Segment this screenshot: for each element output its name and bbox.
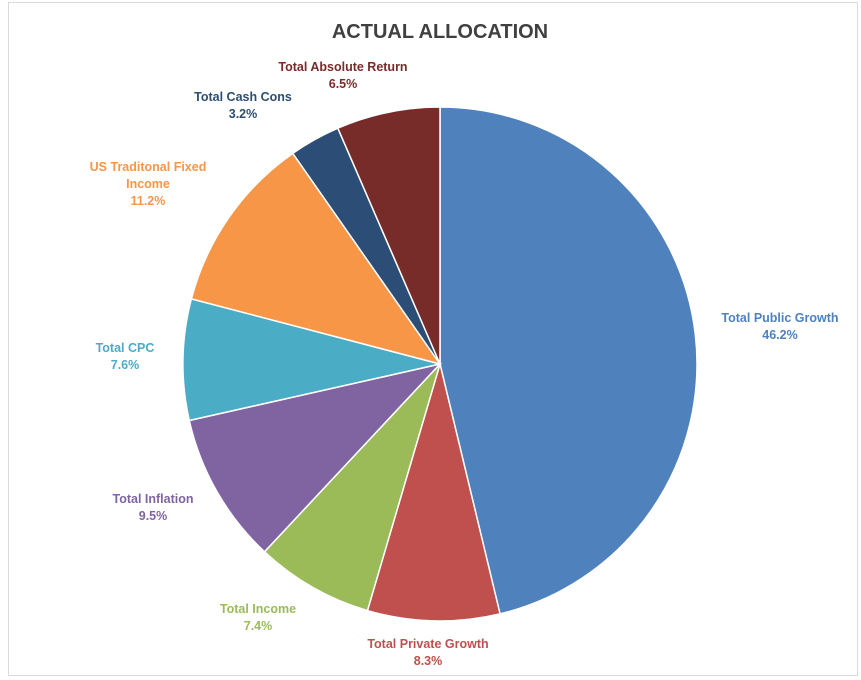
data-label-total-private-growth: Total Private Growth 8.3% xyxy=(367,637,488,668)
slice-name: Total Absolute Return xyxy=(278,60,407,74)
slice-name: Income xyxy=(126,177,170,191)
data-label-total-cpc: Total CPC 7.6% xyxy=(96,341,155,372)
slice-total-inflation xyxy=(188,362,443,553)
data-label-total-income: Total Income 7.4% xyxy=(220,602,296,633)
slice-percent: 8.3% xyxy=(414,654,443,668)
data-label-total-public-growth: Total Public Growth 46.2% xyxy=(721,311,838,342)
slice-name: Total Public Growth xyxy=(721,311,838,325)
slice-name: Total Cash Cons xyxy=(194,90,292,104)
data-labels: Total Public Growth 46.2% Total Private Gr… xyxy=(90,60,839,668)
pie-slices xyxy=(182,106,698,622)
data-label-total-cash-cons: Total Cash Cons 3.2% xyxy=(194,90,292,121)
slice-percent: 11.2% xyxy=(131,194,166,208)
slice-name: Total Private Growth xyxy=(367,637,488,651)
data-label-us-traditonal-fixed-income: US Traditonal Fixed Income 11.2% xyxy=(90,160,207,208)
chart-title: ACTUAL ALLOCATION xyxy=(332,21,548,43)
slice-name: Total CPC xyxy=(96,341,155,355)
slice-total-cpc xyxy=(182,297,441,422)
slice-name: Total Inflation xyxy=(112,492,193,506)
slice-percent: 7.6% xyxy=(111,358,140,372)
slice-percent: 6.5% xyxy=(329,77,358,91)
slice-name: Total Income xyxy=(220,602,296,616)
slice-percent: 7.4% xyxy=(244,619,273,633)
slice-name: US Traditonal Fixed xyxy=(90,160,207,174)
slice-total-private-growth xyxy=(366,361,501,622)
data-label-total-inflation: Total Inflation 9.5% xyxy=(112,492,193,523)
slice-total-income xyxy=(263,363,441,612)
slice-total-absolute-return xyxy=(336,106,441,365)
slice-us-traditonal-fixed-income xyxy=(190,152,442,366)
slice-total-public-growth xyxy=(439,106,698,615)
slice-percent: 9.5% xyxy=(139,509,168,523)
slice-percent: 46.2% xyxy=(762,328,797,342)
data-label-total-absolute-return: Total Absolute Return 6.5% xyxy=(278,60,407,91)
slice-percent: 3.2% xyxy=(229,107,258,121)
